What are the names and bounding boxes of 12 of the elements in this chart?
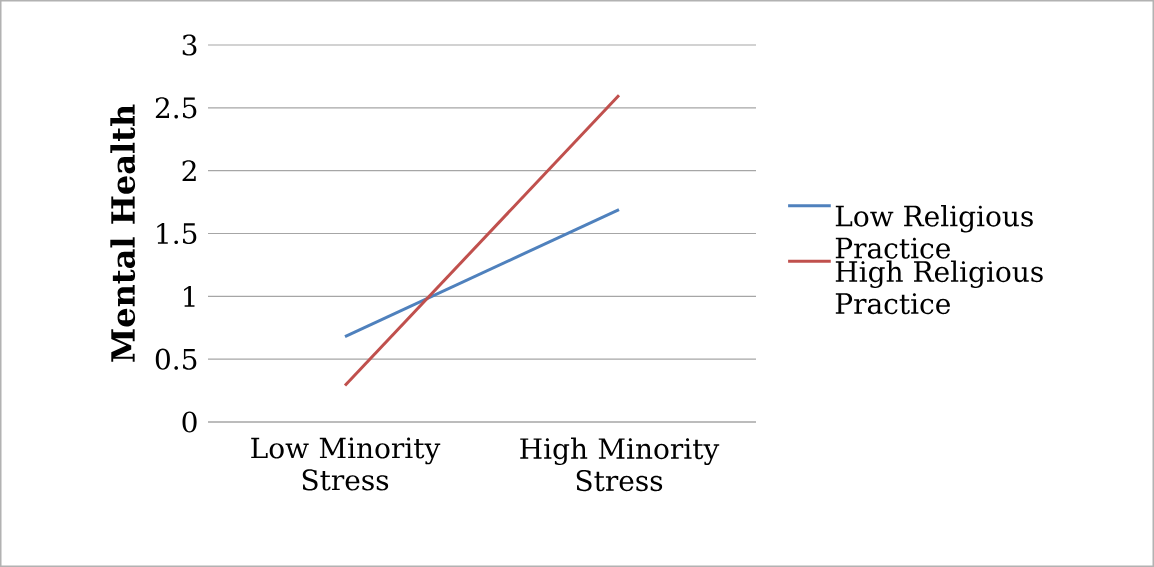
legend-label: Low Religious Practice [835, 205, 1033, 259]
y-tick-label: 2.5 [155, 97, 197, 119]
y-tick-label: 3 [182, 34, 197, 56]
x-tick-label: Low Minority Stress [251, 437, 441, 491]
y-axis-title: Mental Health [110, 104, 136, 362]
legend-label: High Religious Practice [835, 260, 1043, 315]
y-tick-label: 1 [184, 285, 195, 307]
y-tick-label: 2 [182, 160, 196, 182]
y-tick-label: 1.5 [157, 222, 197, 245]
y-tick-label: 0 [182, 411, 197, 433]
y-tick-label: 0.5 [155, 348, 197, 370]
x-tick-label: High Minority Stress [520, 437, 720, 492]
